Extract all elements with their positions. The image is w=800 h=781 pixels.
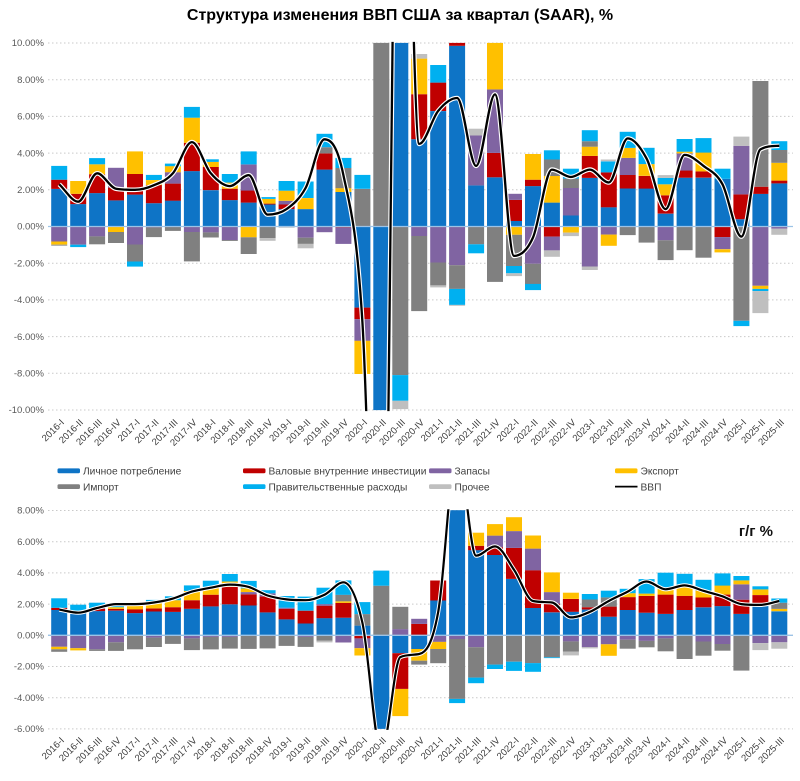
- svg-text:2.00%: 2.00%: [17, 185, 44, 196]
- svg-text:г/г %: г/г %: [739, 523, 773, 540]
- svg-text:6.00%: 6.00%: [17, 537, 44, 548]
- svg-text:-6.00%: -6.00%: [14, 724, 45, 735]
- svg-text:0.00%: 0.00%: [17, 631, 44, 642]
- svg-text:-2.00%: -2.00%: [14, 662, 45, 673]
- svg-text:Личное потребление: Личное потребление: [83, 466, 182, 478]
- svg-text:Экспорт: Экспорт: [641, 467, 680, 478]
- svg-text:Импорт: Импорт: [83, 482, 119, 493]
- svg-text:4.00%: 4.00%: [17, 148, 44, 159]
- svg-text:-8.00%: -8.00%: [14, 369, 45, 380]
- svg-text:8.00%: 8.00%: [17, 75, 44, 86]
- svg-text:Запасы: Запасы: [455, 467, 490, 478]
- svg-text:Валовые внутренние инвестиции: Валовые внутренние инвестиции: [269, 467, 427, 478]
- svg-text:-4.00%: -4.00%: [14, 295, 45, 306]
- svg-text:6.00%: 6.00%: [17, 112, 44, 123]
- svg-text:2.00%: 2.00%: [17, 599, 44, 610]
- svg-text:8.00%: 8.00%: [17, 506, 44, 517]
- svg-text:-10.00%: -10.00%: [9, 405, 45, 416]
- svg-text:Прочее: Прочее: [455, 482, 490, 493]
- svg-text:0.00%: 0.00%: [17, 222, 44, 233]
- svg-text:-6.00%: -6.00%: [14, 332, 45, 343]
- svg-text:10.00%: 10.00%: [12, 38, 45, 49]
- svg-text:ВВП: ВВП: [641, 482, 662, 493]
- svg-text:-2.00%: -2.00%: [14, 258, 45, 269]
- svg-text:Структура изменения ВВП США за: Структура изменения ВВП США за квартал (…: [187, 7, 613, 24]
- svg-text:-4.00%: -4.00%: [14, 693, 45, 704]
- svg-text:4.00%: 4.00%: [17, 568, 44, 579]
- svg-text:Правительственные расходы: Правительственные расходы: [269, 482, 408, 493]
